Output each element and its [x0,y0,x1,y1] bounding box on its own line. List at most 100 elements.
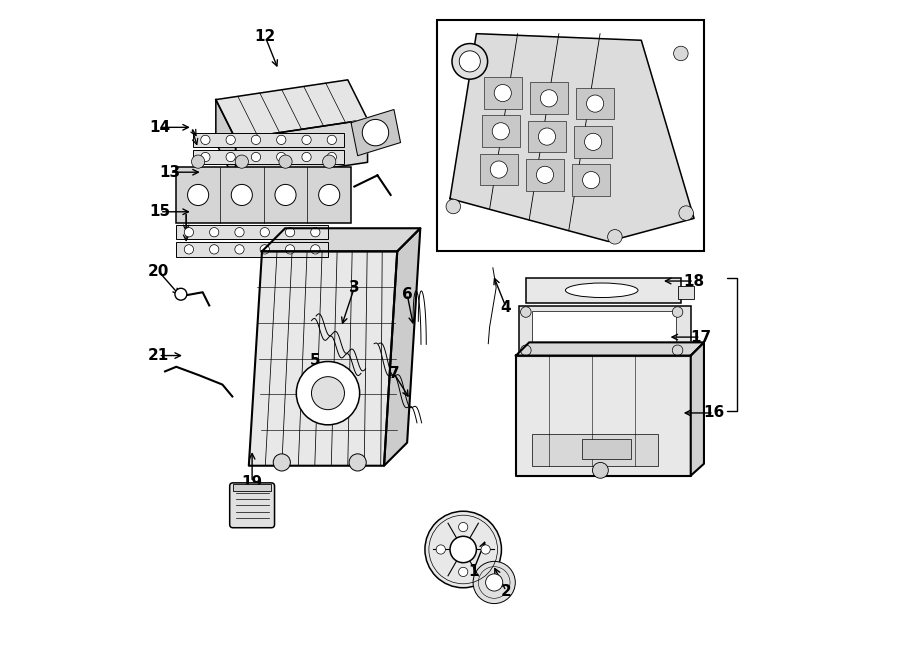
Circle shape [436,545,446,554]
Circle shape [538,128,555,145]
Circle shape [459,51,481,72]
Circle shape [276,136,286,145]
Text: 14: 14 [149,120,170,135]
Bar [436,20,704,251]
Text: 6: 6 [401,287,412,301]
Bar [482,116,520,147]
Circle shape [450,536,476,563]
Circle shape [201,136,210,145]
Text: 8: 8 [534,26,544,41]
Text: 10: 10 [683,145,705,160]
FancyBboxPatch shape [230,483,274,527]
Text: 15: 15 [149,204,170,219]
Text: 4: 4 [500,300,511,315]
Bar [533,434,658,466]
Circle shape [184,245,194,254]
Circle shape [285,227,294,237]
Polygon shape [450,34,694,241]
Bar [519,306,691,354]
Text: 11: 11 [601,79,622,94]
Circle shape [275,184,296,206]
Circle shape [175,288,187,300]
Polygon shape [691,342,704,476]
Circle shape [491,161,508,178]
Circle shape [536,167,554,183]
Circle shape [296,362,360,425]
Circle shape [452,44,488,79]
Text: 2: 2 [500,584,511,599]
Circle shape [302,136,311,145]
Polygon shape [236,120,367,182]
Circle shape [363,120,389,146]
Circle shape [349,454,366,471]
Circle shape [672,307,683,317]
Circle shape [235,245,244,254]
Circle shape [494,85,511,102]
Polygon shape [248,251,397,466]
Bar [176,242,328,256]
Polygon shape [216,100,236,182]
Circle shape [446,199,461,214]
Bar [533,311,676,349]
Text: 20: 20 [148,264,169,279]
Bar [176,225,328,239]
Text: 13: 13 [159,165,180,180]
Circle shape [473,561,516,603]
Circle shape [302,153,311,162]
Circle shape [279,155,292,169]
Circle shape [520,307,531,317]
Polygon shape [351,110,400,156]
Bar [574,126,612,158]
Text: 16: 16 [703,405,724,420]
Circle shape [592,463,608,479]
Circle shape [187,184,209,206]
Circle shape [486,574,503,591]
Circle shape [192,155,204,169]
Circle shape [274,454,291,471]
Circle shape [235,155,248,169]
Bar [582,440,632,459]
Circle shape [226,153,235,162]
Circle shape [311,377,345,410]
Circle shape [582,172,599,188]
Circle shape [310,245,320,254]
Circle shape [210,245,219,254]
Text: 18: 18 [683,274,705,289]
Text: 17: 17 [690,330,711,344]
Circle shape [328,153,337,162]
Text: 3: 3 [349,280,360,295]
Circle shape [231,184,252,206]
Circle shape [673,46,689,61]
Circle shape [540,90,557,107]
Circle shape [425,511,501,588]
Text: 21: 21 [148,348,169,363]
Circle shape [679,206,693,220]
Circle shape [276,153,286,162]
Circle shape [328,136,337,145]
Bar [526,159,564,190]
Circle shape [226,136,235,145]
Circle shape [285,245,294,254]
Bar [527,121,566,153]
Circle shape [235,227,244,237]
Circle shape [310,227,320,237]
Circle shape [672,345,683,356]
Circle shape [587,95,604,112]
Circle shape [210,227,219,237]
Circle shape [322,155,336,169]
Circle shape [585,134,602,151]
Bar [193,150,345,165]
Polygon shape [216,80,367,139]
Text: 1: 1 [468,564,478,579]
Bar [233,484,271,491]
Circle shape [608,229,622,244]
Circle shape [251,136,261,145]
Bar [576,88,614,120]
Bar [483,77,522,109]
Bar [193,133,345,147]
Ellipse shape [565,283,638,297]
Polygon shape [384,228,420,466]
Polygon shape [516,342,704,356]
Text: 5: 5 [310,353,320,368]
Text: 7: 7 [389,366,400,381]
